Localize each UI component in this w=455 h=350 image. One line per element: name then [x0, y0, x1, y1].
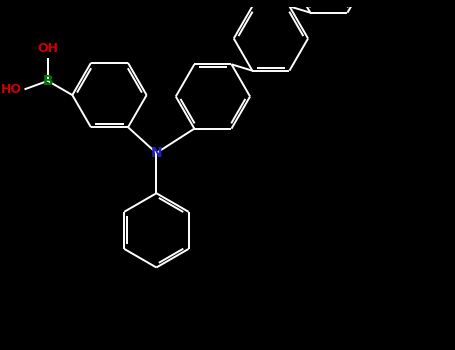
Text: OH: OH: [37, 42, 58, 55]
Text: B: B: [42, 74, 53, 88]
Text: HO: HO: [1, 83, 22, 96]
Text: N: N: [151, 146, 162, 160]
